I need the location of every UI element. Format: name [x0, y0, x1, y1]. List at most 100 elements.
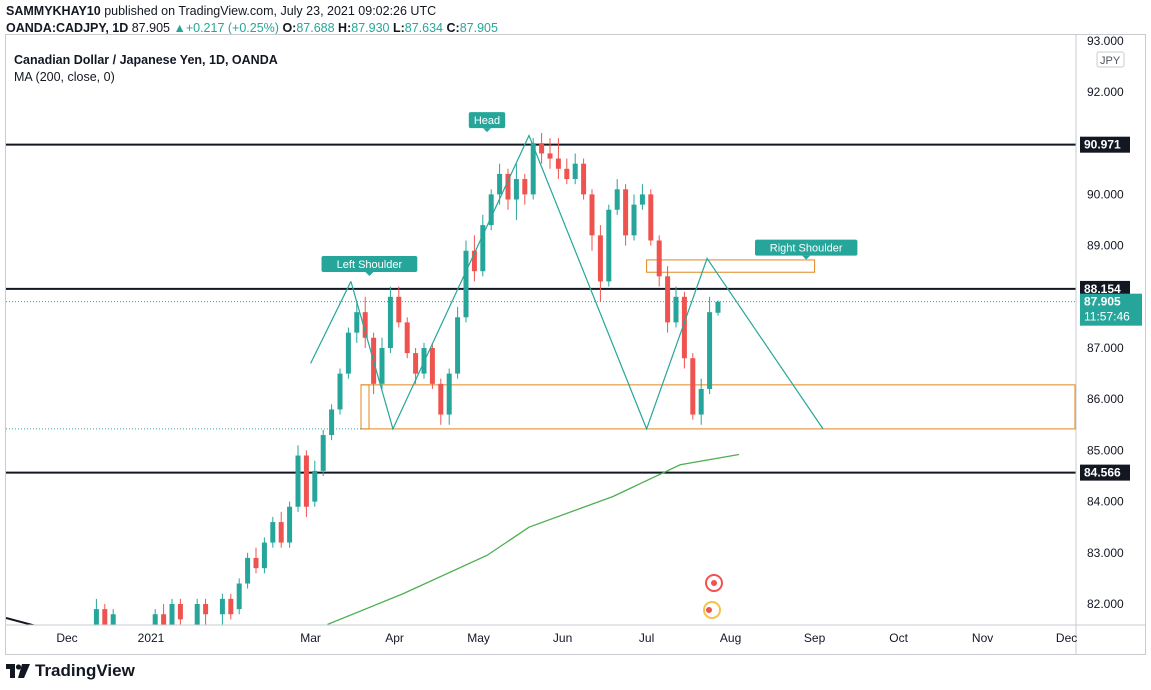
low-value: 87.634 — [404, 21, 444, 35]
candle-body — [589, 194, 595, 236]
author-name[interactable]: SAMMYKHAY10 — [6, 4, 101, 18]
x-tick-label: Sep — [804, 631, 826, 645]
chart-header: SAMMYKHAY10 published on TradingView.com… — [6, 3, 498, 37]
candle-body — [623, 189, 629, 236]
candle-body — [639, 194, 645, 205]
candle-body — [320, 435, 326, 471]
candle-body — [463, 250, 469, 318]
x-tick-label: Oct — [889, 631, 908, 645]
event-flag-icon-dot — [711, 580, 717, 586]
level-price-tag — [1080, 136, 1130, 153]
candle-body — [505, 173, 511, 200]
up-arrow-icon: ▲ — [173, 21, 186, 35]
open-label: O: — [282, 21, 297, 35]
y-tick-label: 90.000 — [1087, 187, 1124, 201]
chart-frame — [5, 34, 1146, 655]
y-tick-label: 87.000 — [1087, 341, 1124, 355]
dividend-icon-dot — [706, 607, 712, 613]
candle-body — [404, 322, 410, 354]
trend-line — [6, 617, 37, 625]
pattern-label-box — [321, 256, 418, 273]
candle-body — [539, 143, 545, 154]
low-label: L: — [392, 21, 405, 35]
candle-body — [597, 235, 603, 282]
candle-body — [438, 383, 444, 415]
candle-body — [203, 604, 209, 615]
pattern-label-pointer — [365, 272, 374, 277]
candle-body — [396, 296, 402, 323]
x-tick-label: 2021 — [138, 631, 165, 645]
candle-body — [648, 194, 654, 241]
candle-body — [312, 470, 318, 502]
pattern-label-pointer — [802, 255, 811, 260]
tradingview-logo[interactable]: TradingView — [6, 661, 135, 681]
y-tick-label: 93.000 — [1087, 34, 1124, 48]
open-value: 87.688 — [296, 21, 335, 35]
candle-body — [102, 609, 108, 625]
candle-body — [303, 455, 309, 507]
publish-info: published on TradingView.com, July 23, 2… — [104, 4, 437, 18]
ma-indicator-label[interactable]: MA (200, close, 0) — [14, 70, 115, 84]
candle-body — [446, 373, 452, 415]
pattern-label-pointer — [483, 128, 491, 133]
pattern-label-text: Head — [474, 115, 500, 127]
level-price-tag — [1080, 280, 1130, 297]
candle-body — [219, 598, 225, 615]
countdown-label: 11:57:46 — [1084, 310, 1130, 324]
candle-body — [413, 353, 419, 374]
candle-body — [261, 542, 267, 569]
tradingview-logo-icon — [6, 664, 30, 678]
candle-body — [631, 204, 637, 236]
hs-pattern-left-leg — [310, 281, 352, 364]
candle-body — [287, 506, 293, 543]
candle-body — [707, 312, 713, 389]
publish-line: SAMMYKHAY10 published on TradingView.com… — [6, 3, 498, 20]
candle-body — [455, 317, 461, 374]
candle-body — [513, 179, 519, 200]
candle-body — [480, 225, 486, 272]
candle-body — [295, 455, 301, 507]
last-price-tag — [1080, 293, 1142, 326]
candle-body — [572, 163, 578, 180]
x-tick-label: May — [467, 631, 490, 645]
candle-body — [429, 348, 435, 384]
x-tick-label: Aug — [720, 631, 741, 645]
candle-body — [110, 614, 116, 625]
candle-body — [345, 332, 351, 374]
candle-body — [379, 348, 385, 384]
pattern-label-text: Right Shoulder — [770, 243, 843, 255]
x-tick-label: Dec — [1056, 631, 1077, 645]
candle-body — [614, 189, 620, 210]
candle-body — [606, 209, 612, 282]
pattern-label-box — [468, 112, 506, 129]
candle-body — [488, 194, 494, 226]
pattern-label-text: Left Shoulder — [337, 259, 403, 271]
y-tick-label: 84.000 — [1087, 495, 1124, 509]
candle-body — [555, 158, 561, 169]
level-price-label: 90.971 — [1084, 138, 1121, 152]
x-tick-label: Nov — [972, 631, 993, 645]
candle-body — [329, 409, 335, 436]
x-tick-label: Jun — [553, 631, 572, 645]
candle-body — [690, 358, 696, 415]
change-value: +0.217 (+0.25%) — [185, 21, 279, 35]
candle-body — [715, 301, 721, 313]
candle-body — [673, 296, 679, 323]
close-value: 87.905 — [459, 21, 498, 35]
candle-body — [354, 312, 360, 333]
plot-area — [6, 132, 1076, 625]
candle-body — [362, 312, 368, 338]
hs-pattern-line — [350, 134, 824, 431]
candle-body — [169, 604, 175, 625]
y-tick-label: 86.000 — [1087, 392, 1124, 406]
instrument-title: Canadian Dollar / Japanese Yen, 1D, OAND… — [14, 53, 278, 67]
candle-body — [471, 250, 477, 272]
ma200-line — [327, 453, 740, 625]
x-tick-label: Apr — [385, 631, 404, 645]
ohlc-line: OANDA:CADJPY, 1D 87.905 ▲+0.217 (+0.25%)… — [6, 20, 498, 37]
candle-body — [152, 614, 158, 625]
candle-body — [564, 168, 570, 180]
candle-body — [665, 276, 671, 323]
level-price-label: 84.566 — [1084, 466, 1121, 480]
